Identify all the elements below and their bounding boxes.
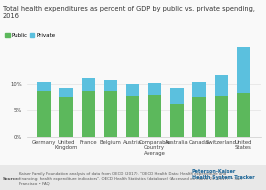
Bar [170,104,184,137]
Text: Source:: Source: [3,177,20,181]
Bar [126,84,139,96]
Bar [104,91,117,137]
Bar [59,97,73,137]
Bar [82,78,95,91]
Text: Kaiser Family Foundation analysis of data from OECD (2017). "OECD Health Data: H: Kaiser Family Foundation analysis of dat… [19,172,242,185]
Legend: Public, Private: Public, Private [5,33,55,38]
Bar [192,97,206,137]
Text: Peterson-Kaiser
Health System Tracker: Peterson-Kaiser Health System Tracker [192,169,254,180]
Bar [148,83,161,95]
Bar [237,47,250,93]
Bar [215,96,228,137]
Bar [192,82,206,97]
Bar [104,80,117,91]
Bar [126,96,139,137]
Bar [237,93,250,137]
Bar [170,88,184,104]
Bar [82,91,95,137]
Bar [37,91,51,137]
Bar [215,74,228,96]
Bar [148,95,161,137]
Bar [37,82,51,91]
Text: Total health expenditures as percent of GDP by public vs. private spending, 2016: Total health expenditures as percent of … [3,6,255,19]
Bar [59,88,73,97]
